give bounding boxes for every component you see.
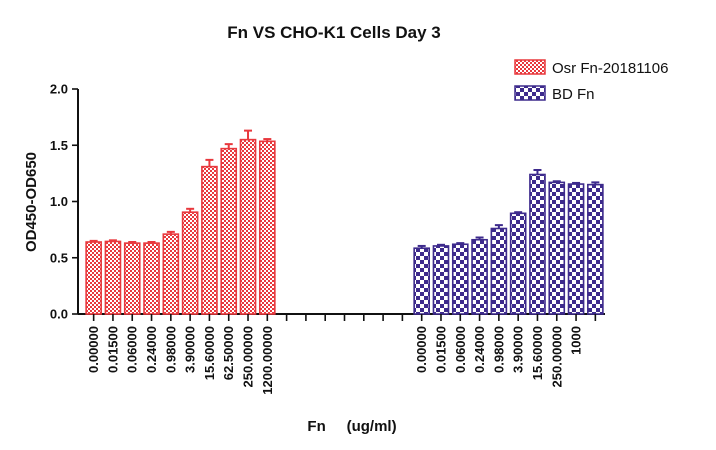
x-tick-label: 15.60000 <box>530 326 545 380</box>
legend-label-osr: Osr Fn-20181106 <box>552 60 668 77</box>
bar <box>509 212 527 315</box>
x-tick-label: 0.00000 <box>86 326 101 373</box>
legend-label-bd: BD Fn <box>552 86 595 103</box>
y-ticks: 0.0 0.5 1.0 1.5 2.0 <box>50 82 78 322</box>
bar <box>548 181 566 315</box>
bar <box>567 183 585 315</box>
bar <box>162 233 180 315</box>
bar <box>104 240 122 315</box>
x-tick-label: 0.01500 <box>433 326 448 373</box>
x-tick-label: 3.90000 <box>183 326 198 373</box>
bar <box>451 243 469 315</box>
x-tick-label: 0.06000 <box>125 326 140 373</box>
bar <box>413 247 431 315</box>
bar <box>258 140 276 315</box>
x-tick-label: 1000 <box>569 326 584 355</box>
x-tick-label: 3.90000 <box>511 326 526 373</box>
y-tick-label: 2.0 <box>50 82 68 97</box>
bar <box>181 211 199 315</box>
x-tick-label: 250.00000 <box>241 326 256 387</box>
x-tick-label: 0.98000 <box>163 326 178 373</box>
x-ticks: 0.00000 0.01500 0.06000 0.24000 0.98000 3.900… <box>86 314 597 395</box>
bar <box>490 227 508 315</box>
bar <box>432 245 450 315</box>
bar <box>143 242 160 315</box>
y-tick-label: 1.0 <box>50 194 68 209</box>
legend-swatch-osr <box>514 59 546 75</box>
bar <box>239 138 257 315</box>
y-axis-label: OD450-OD650 <box>23 152 40 252</box>
x-tick-label: 0.24000 <box>144 326 159 373</box>
bars <box>85 129 604 315</box>
x-tick-label: 0.01500 <box>105 326 120 373</box>
x-tick-label: 15.60000 <box>202 326 217 380</box>
x-tick-label: 0.06000 <box>453 326 468 373</box>
y-tick-label: 0.5 <box>50 250 68 265</box>
bar <box>85 241 102 315</box>
x-tick-label: 0.00000 <box>414 326 429 373</box>
bar <box>529 173 546 315</box>
y-tick-label: 0.0 <box>50 307 68 322</box>
bar <box>220 147 238 315</box>
x-axis-label: Fn (ug/ml) <box>307 418 396 435</box>
bar <box>587 183 604 315</box>
bar <box>471 238 488 315</box>
x-tick-label: 1200.00000 <box>260 326 275 395</box>
bar <box>201 165 218 315</box>
legend: Osr Fn-20181106 BD Fn <box>514 59 668 103</box>
y-tick-label: 1.5 <box>50 138 68 153</box>
x-tick-label: 62.50000 <box>221 326 236 380</box>
chart-title: Fn VS CHO-K1 Cells Day 3 <box>227 23 441 42</box>
x-tick-label: 0.24000 <box>472 326 487 373</box>
bar <box>123 242 141 315</box>
legend-swatch-bd <box>514 85 546 101</box>
x-tick-label: 250.00000 <box>549 326 564 387</box>
x-tick-label: 0.98000 <box>491 326 506 373</box>
